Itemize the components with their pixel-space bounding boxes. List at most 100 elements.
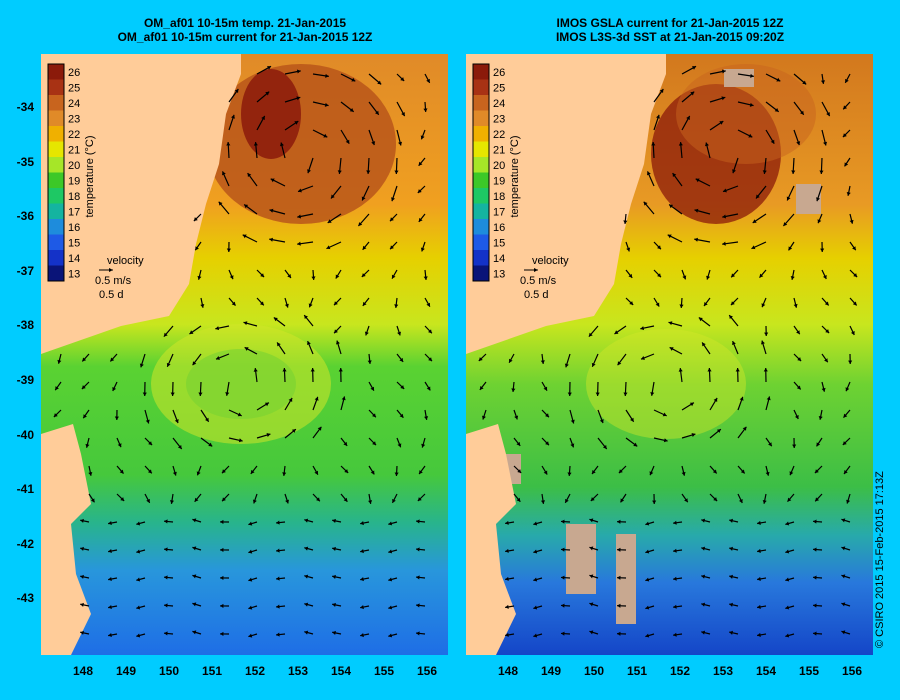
colorbar-swatch	[473, 95, 489, 111]
latitude-tick: -43	[16, 591, 34, 606]
longitude-tick: 151	[201, 664, 223, 678]
velocity-key-duration: 0.5 d	[99, 289, 123, 301]
colorbar-swatch	[48, 188, 64, 204]
colorbar-swatch	[48, 79, 64, 96]
colorbar-swatch	[473, 265, 489, 282]
colorbar-tick: 22	[68, 129, 80, 141]
longitude-tick: 153	[712, 664, 734, 678]
colorbar-swatch	[48, 64, 64, 80]
longitude-tick: 150	[158, 664, 180, 678]
colorbar-swatch	[473, 172, 489, 189]
colorbar-swatch	[473, 250, 489, 266]
colorbar-tick: 25	[68, 82, 80, 94]
colorbar-swatch	[473, 141, 489, 158]
latitude-tick: -42	[16, 536, 34, 551]
right-title-line1: IMOS GSLA current for 21-Jan-2015 12Z	[556, 16, 784, 30]
colorbar-tick: 14	[493, 253, 505, 265]
colorbar-swatch	[473, 188, 489, 204]
colorbar-tick: 23	[493, 113, 505, 125]
colorbar-label: temperature (°C)	[84, 135, 96, 217]
colorbar-tick: 18	[68, 191, 80, 203]
colorbar-tick: 17	[493, 206, 505, 218]
colorbar-swatch	[473, 234, 489, 251]
colorbar-swatch	[48, 110, 64, 127]
left-title-line1: OM_af01 10-15m temp. 21-Jan-2015	[143, 16, 347, 30]
latitude-tick: -36	[16, 209, 34, 224]
left-panel-title: OM_af01 10-15m temp. 21-Jan-2015 OM_af01…	[95, 16, 395, 44]
latitude-tick: -38	[16, 318, 34, 333]
longitude-tick: 154	[755, 664, 777, 678]
colorbar-tick: 16	[68, 222, 80, 234]
colorbar-tick: 16	[493, 222, 505, 234]
longitude-tick: 155	[373, 664, 395, 678]
colorbar-swatch	[48, 141, 64, 158]
colorbar-swatch	[48, 95, 64, 111]
colorbar-tick: 21	[493, 144, 505, 156]
longitude-tick: 149	[540, 664, 562, 678]
colorbar-tick: 20	[68, 160, 80, 172]
colorbar-swatch	[48, 157, 64, 173]
colorbar-tick: 19	[493, 175, 505, 187]
colorbar-tick: 22	[493, 129, 505, 141]
colorbar-swatch	[473, 79, 489, 96]
longitude-tick: 156	[416, 664, 438, 678]
longitude-tick: 154	[330, 664, 352, 678]
left-map-panel: 26 25 24 23 22 21 20 19 18 17 16 15 14 13 temperature …	[41, 54, 448, 655]
velocity-key-label-right: velocity	[532, 255, 569, 267]
colorbar-tick: 25	[493, 82, 505, 94]
longitude-tick: 156	[841, 664, 863, 678]
right-map-panel: 26 25 24 23 22 21 20 19 18 17 16 15 14 13 temperature …	[466, 54, 873, 655]
colorbar-tick: 15	[68, 237, 80, 249]
colorbar-swatch	[48, 234, 64, 251]
colorbar-right: 26 25 24 23 22 21 20 19 18 17 16 15 14 13 temperature …	[472, 63, 521, 282]
colorbar-tick: 13	[68, 268, 80, 280]
longitude-tick: 151	[626, 664, 648, 678]
colorbar-tick: 19	[68, 175, 80, 187]
left-current-vectors	[53, 65, 433, 638]
colorbar-tick: 18	[493, 191, 505, 203]
latitude-tick: -34	[16, 100, 34, 114]
colorbar-swatch	[48, 250, 64, 266]
colorbar-tick: 24	[493, 98, 505, 110]
colorbar: 26 25 24 23 22 21 20 19 18 17 16 15 14 13 temperature …	[47, 63, 96, 282]
colorbar-tick: 26	[493, 67, 505, 79]
colorbar-swatch	[48, 219, 64, 235]
right-current-vectors	[478, 65, 858, 638]
latitude-tick: -39	[16, 373, 34, 387]
velocity-key-speed-right: 0.5 m/s	[520, 275, 557, 287]
colorbar-swatch	[473, 157, 489, 173]
right-map: 26 25 24 23 22 21 20 19 18 17 16 15 14 13 temperature …	[466, 54, 873, 655]
colorbar-swatch	[48, 203, 64, 220]
velocity-key-duration-right: 0.5 d	[524, 289, 548, 301]
colorbar-tick: 24	[68, 98, 80, 110]
colorbar-tick: 17	[68, 206, 80, 218]
colorbar-label: temperature (°C)	[509, 135, 521, 217]
right-title-line2: IMOS L3S-3d SST at 21-Jan-2015 09:20Z	[555, 30, 785, 44]
colorbar-swatch	[48, 172, 64, 189]
colorbar-tick: 21	[68, 144, 80, 156]
colorbar-swatch	[473, 219, 489, 235]
velocity-key-speed: 0.5 m/s	[95, 275, 132, 287]
left-title-line2: OM_af01 10-15m current for 21-Jan-2015 1…	[117, 30, 373, 44]
colorbar-swatch	[48, 265, 64, 282]
colorbar-tick: 26	[68, 67, 80, 79]
velocity-key-label: velocity	[107, 255, 144, 267]
colorbar-tick: 13	[493, 268, 505, 280]
latitude-tick: -35	[16, 154, 34, 169]
longitude-tick: 152	[669, 664, 691, 678]
colorbar-swatch	[473, 203, 489, 220]
longitude-tick: 155	[798, 664, 820, 678]
colorbar-swatch	[473, 110, 489, 127]
colorbar-tick: 20	[493, 160, 505, 172]
colorbar-swatch	[473, 126, 489, 142]
colorbar-tick: 23	[68, 113, 80, 125]
latitude-tick: -41	[16, 482, 34, 497]
colorbar-swatch	[473, 64, 489, 80]
credit-text: © CSIRO 2015 15-Feb-2015 17:13Z	[874, 471, 886, 648]
right-panel-title: IMOS GSLA current for 21-Jan-2015 12Z IM…	[520, 16, 820, 44]
longitude-tick: 148	[497, 664, 519, 678]
longitude-tick: 152	[244, 664, 266, 678]
left-map: 26 25 24 23 22 21 20 19 18 17 16 15 14 13 temperature …	[41, 54, 448, 655]
longitude-tick: 148	[72, 664, 94, 678]
colorbar-tick: 14	[68, 253, 80, 265]
